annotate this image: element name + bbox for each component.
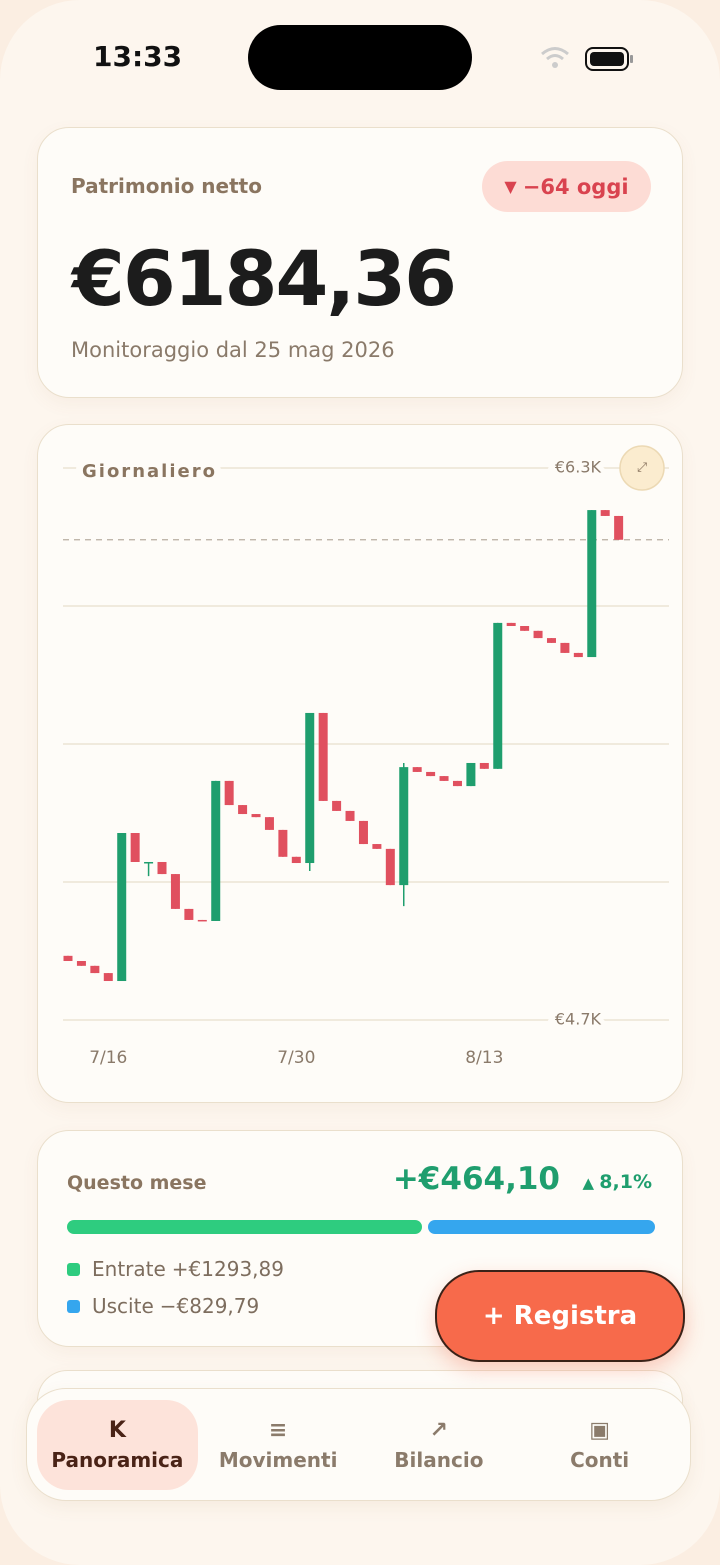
candle-body [238, 805, 248, 815]
candle-body [170, 874, 180, 909]
dynamic-island [248, 25, 472, 90]
candle-body [332, 800, 342, 811]
month-amount: +€464,10 [392, 1161, 560, 1197]
tab-label: Movimenti [218, 1447, 338, 1472]
tab[interactable]: ▣ Conti [519, 1400, 680, 1490]
candle-body [573, 652, 583, 658]
status-time: 13:33 [93, 40, 183, 73]
y-tick-label: €4.7K [555, 1010, 602, 1029]
candle-body [520, 626, 530, 631]
legend-value: −€829,79 [159, 1294, 260, 1318]
networth-amount: €6184,36 [72, 234, 457, 323]
candle-body [399, 767, 409, 886]
card-title: Patrimonio netto [71, 174, 262, 198]
candle-body [130, 833, 140, 862]
candle-body [372, 844, 382, 849]
legend-value: +€1293,89 [171, 1257, 284, 1281]
x-tick-label: 8/13 [465, 1048, 503, 1068]
candle-body [412, 767, 422, 772]
status-icons [541, 47, 633, 71]
candle-body [506, 622, 516, 627]
tab-label: Bilancio [394, 1447, 484, 1472]
split-bar [67, 1220, 655, 1234]
tab[interactable]: K Panoramica [37, 1399, 198, 1490]
candle-body [278, 829, 288, 857]
candle-body [76, 961, 86, 966]
candle-body [103, 973, 113, 982]
candle-body [587, 510, 597, 658]
candle-body [251, 814, 261, 818]
candle-body [184, 908, 194, 920]
tab-label: Conti [570, 1447, 630, 1472]
candle-body [291, 856, 301, 864]
expand-button[interactable] [619, 445, 665, 491]
candle-body [546, 638, 556, 643]
income-bar [67, 1220, 422, 1234]
candle-body [318, 712, 328, 801]
tab-icon: ≡ [268, 1417, 288, 1443]
candle-body [117, 833, 127, 982]
badge-text: −64 oggi [522, 174, 629, 199]
candle-body [614, 515, 624, 540]
month-title: Questo mese [67, 1172, 207, 1194]
tab-bar: K Panoramica ≡ Movimenti ↗ Bilancio ▣ Conti [26, 1388, 691, 1501]
candle-body [90, 965, 100, 974]
candle-body [452, 780, 462, 787]
candle-body [345, 810, 355, 821]
x-tick-label: 7/30 [277, 1048, 315, 1068]
candle-body [224, 780, 234, 806]
candle-body [211, 780, 221, 921]
candle-body [385, 848, 395, 886]
candle-body [305, 712, 315, 864]
candle-body [426, 771, 436, 777]
candle-body [157, 861, 167, 875]
legend-label: Uscite [92, 1294, 154, 1318]
candle-body [358, 820, 368, 845]
chart-title: Giornaliero [82, 461, 217, 482]
candle-body [533, 630, 543, 639]
legend-income: Entrate +€1293,89 [67, 1257, 284, 1281]
tab-icon: ▣ [589, 1417, 611, 1443]
expand-icon: ⤢ [637, 461, 647, 476]
chart: ⤢ €4.7K €6.3K Giornaliero 7/16 7/30 8/13 [63, 445, 669, 1068]
expense-bar [427, 1220, 655, 1234]
register-button[interactable]: + Registra [435, 1270, 685, 1362]
tab-icon: ↗ [429, 1417, 449, 1443]
change-badge: ▼ −64 oggi [482, 161, 651, 212]
tab[interactable]: ≡ Movimenti [198, 1400, 359, 1490]
month-percent: ▲ 8,1% [582, 1171, 652, 1193]
tab-icon: K [108, 1417, 126, 1443]
candle-body [466, 762, 476, 787]
y-tick-label: €6.3K [555, 458, 602, 477]
candle-body [479, 762, 489, 769]
networth-card: Patrimonio netto ▼ −64 oggi €6184,36 Moni… [37, 127, 683, 398]
tab-label: Panoramica [51, 1447, 184, 1472]
legend-expense: Uscite −€829,79 [67, 1294, 259, 1318]
candle-body [197, 919, 207, 922]
candle-body [493, 622, 503, 769]
candle-body [560, 642, 570, 653]
candle-body [600, 510, 610, 516]
subtitle: Monitoraggio dal 25 mag 2026 [71, 338, 395, 362]
candle-body [264, 817, 274, 830]
chart-card: ⤢ €4.7K €6.3K Giornaliero 7/16 7/30 8/13 [37, 424, 683, 1103]
legend-label: Entrate [92, 1257, 166, 1281]
x-tick-label: 7/16 [89, 1048, 127, 1068]
candle-body [439, 776, 449, 781]
candle-body [63, 955, 73, 962]
tab[interactable]: ↗ Bilancio [359, 1400, 520, 1490]
candle-body [144, 861, 154, 864]
percent-text: 8,1% [599, 1171, 652, 1193]
